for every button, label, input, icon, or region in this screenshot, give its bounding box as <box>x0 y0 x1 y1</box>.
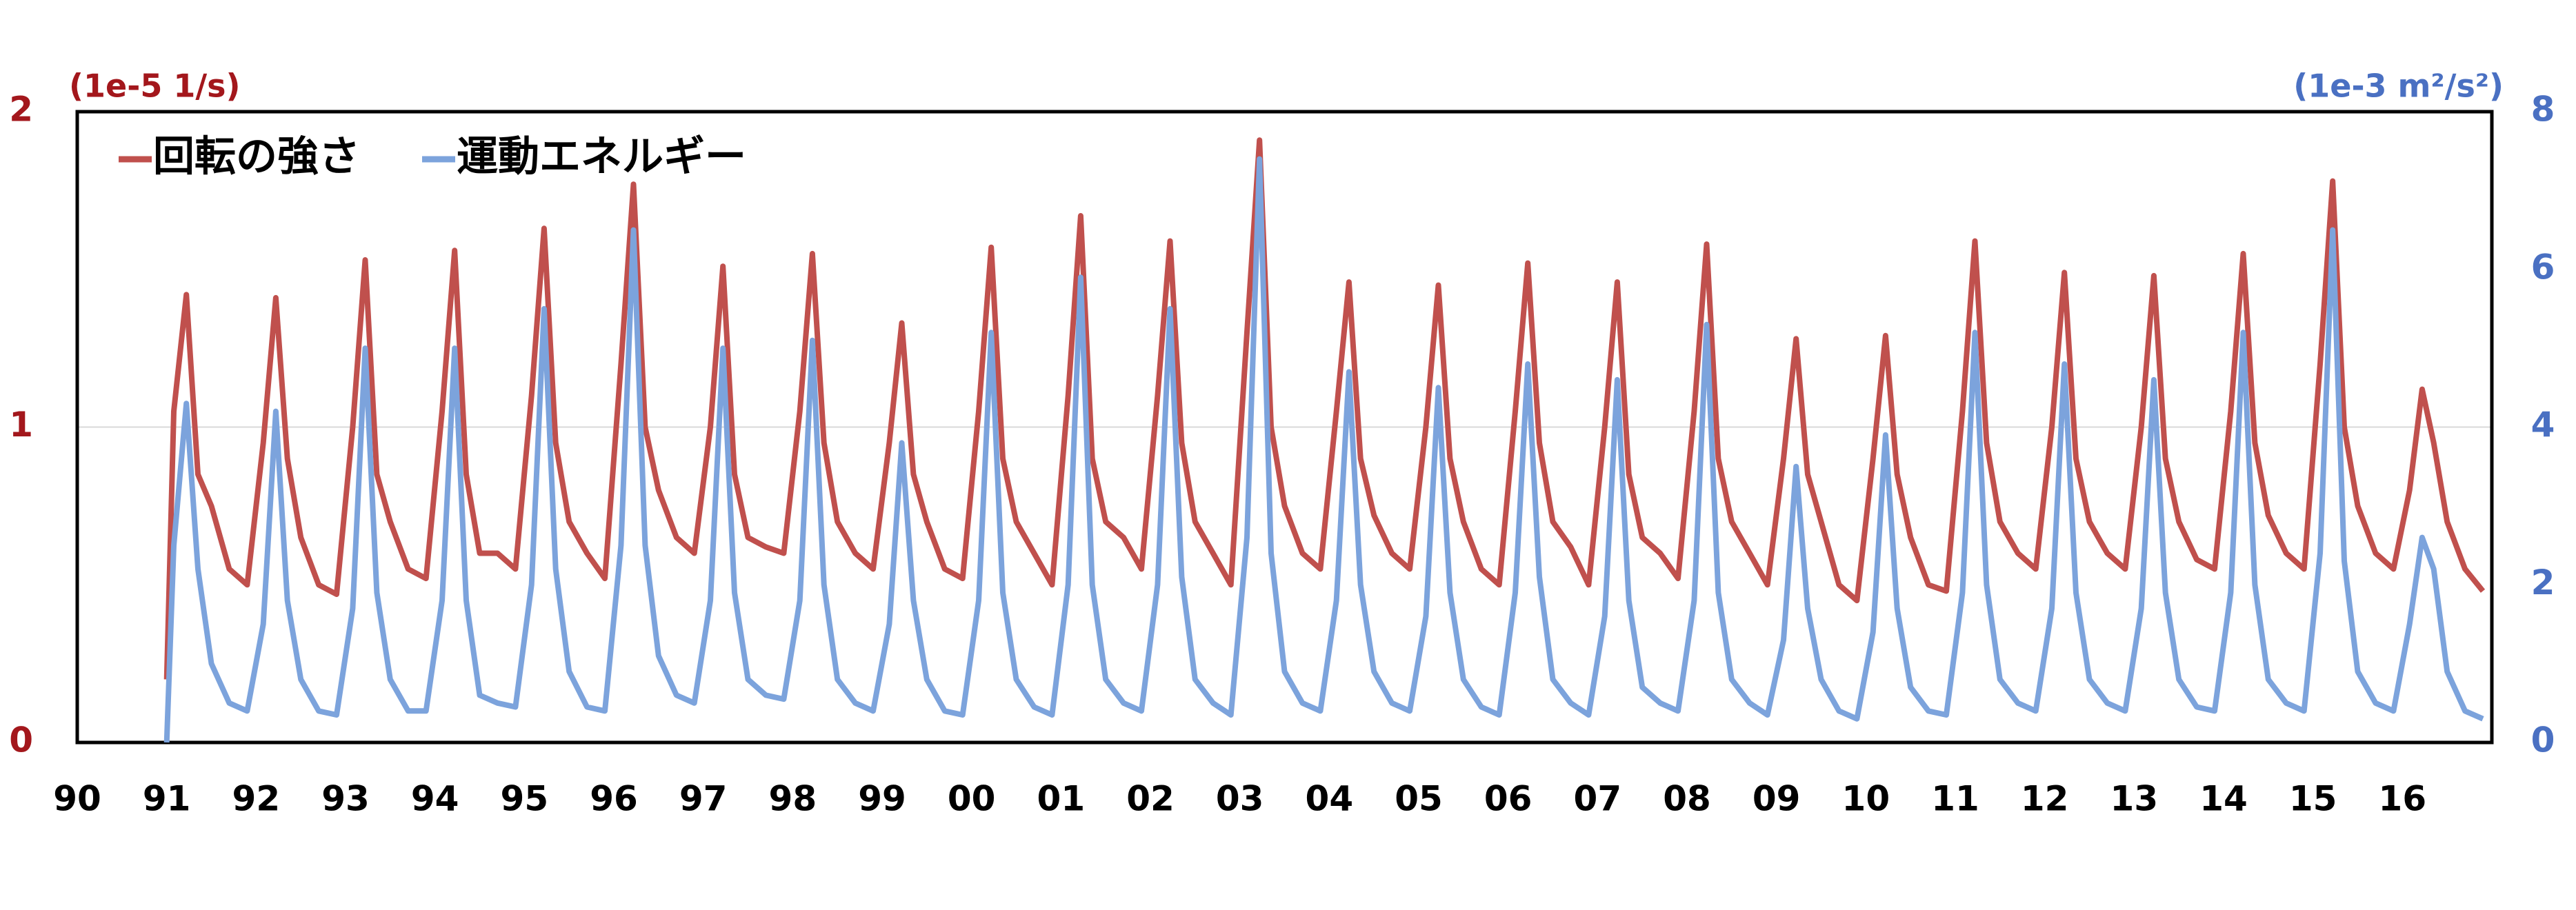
x-tick-label: 02 <box>1126 779 1175 819</box>
plot-frame <box>75 110 2494 745</box>
legend-label: 運動エネルギー <box>457 133 746 181</box>
x-tick-label: 03 <box>1216 779 1264 819</box>
x-tick-label: 13 <box>2110 779 2159 819</box>
y-tick-label: 1 <box>9 405 33 445</box>
legend-label: 回転の強さ <box>153 133 360 181</box>
x-tick-label: 98 <box>769 779 817 819</box>
x-tick-label: 91 <box>143 779 191 819</box>
series-line <box>163 137 2486 680</box>
y2-tick-label: 4 <box>2531 405 2555 445</box>
y-tick-label: 2 <box>9 90 33 130</box>
x-tick-label: 01 <box>1037 779 1086 819</box>
x-tick-label: 96 <box>590 779 638 819</box>
x-tick-label: 97 <box>679 779 728 819</box>
y-tick-label: 0 <box>9 720 33 760</box>
x-tick-label: 07 <box>1574 779 1622 819</box>
x-tick-label: 14 <box>2199 779 2248 819</box>
x-tick-label: 12 <box>2021 779 2069 819</box>
x-tick-label: 10 <box>1842 779 1890 819</box>
y2-tick-label: 2 <box>2531 563 2555 603</box>
x-tick-label: 04 <box>1306 779 1354 819</box>
x-tick-label: 90 <box>53 779 101 819</box>
y2-tick-label: 8 <box>2531 90 2555 130</box>
x-tick-label: 92 <box>232 779 281 819</box>
x-tick-label: 11 <box>1931 779 1979 819</box>
y-axis-unit: (1e-5 1/s) <box>69 68 241 105</box>
x-tick-label: 94 <box>411 779 459 819</box>
x-tick-label: 06 <box>1484 779 1532 819</box>
x-tick-label: 09 <box>1753 779 1801 819</box>
x-tick-label: 93 <box>321 779 370 819</box>
y2-tick-label: 0 <box>2531 720 2555 760</box>
y2-axis-unit: (1e-3 m²/s²) <box>2293 68 2504 105</box>
x-tick-label: 99 <box>858 779 906 819</box>
x-tick-label: 16 <box>2379 779 2427 819</box>
x-tick-label: 95 <box>501 779 549 819</box>
x-tick-label: 05 <box>1395 779 1443 819</box>
y2-tick-label: 6 <box>2531 247 2555 287</box>
x-tick-label: 15 <box>2289 779 2337 819</box>
series-line <box>163 156 2484 743</box>
x-tick-label: 00 <box>948 779 996 819</box>
x-tick-label: 08 <box>1663 779 1711 819</box>
